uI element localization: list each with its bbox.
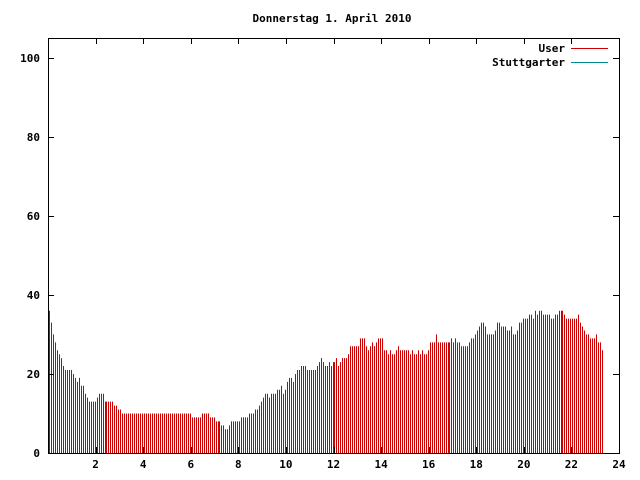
x-tick-label: 2 (92, 458, 99, 471)
legend-label-user: User (539, 42, 566, 55)
y-tick-label: 80 (27, 131, 40, 144)
x-tick-label: 8 (235, 458, 242, 471)
y-axis: 0 20 40 60 80 100 (20, 52, 619, 460)
y-tick-label: 60 (27, 210, 40, 223)
legend: User Stuttgarter (492, 42, 608, 69)
x-tick-label: 22 (565, 458, 578, 471)
x-tick-label: 4 (140, 458, 147, 471)
chart-title: Donnerstag 1. April 2010 (253, 12, 412, 25)
y-tick-label: 100 (20, 52, 40, 65)
x-tick-label: 6 (187, 458, 194, 471)
x-tick-label: 10 (279, 458, 292, 471)
x-tick-label: 12 (327, 458, 340, 471)
legend-label-stuttgarter: Stuttgarter (492, 56, 565, 69)
x-tick-label: 14 (374, 458, 388, 471)
x-tick-label: 18 (470, 458, 483, 471)
bar-series-user (49, 310, 603, 453)
x-tick-label: 24 (612, 458, 626, 471)
y-tick-label: 0 (33, 447, 40, 460)
y-tick-label: 40 (27, 289, 40, 302)
x-axis: 2 4 6 8 10 12 14 16 18 20 22 24 (92, 38, 626, 471)
x-tick-label: 20 (517, 458, 530, 471)
x-tick-label: 16 (422, 458, 436, 471)
y-tick-label: 20 (27, 368, 40, 381)
